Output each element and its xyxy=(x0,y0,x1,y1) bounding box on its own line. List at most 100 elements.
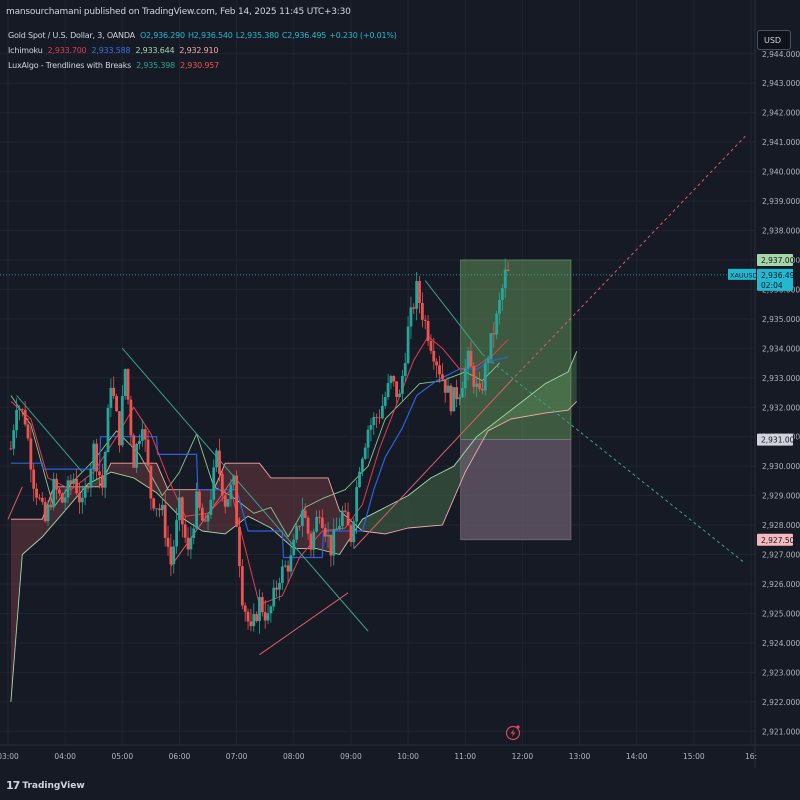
candle-down xyxy=(472,366,476,387)
candle-up xyxy=(366,429,370,448)
candle-up xyxy=(209,499,213,515)
price-labels: 2,937.000 2,931.000 2,927.500 XAUUSD 2,936.4… xyxy=(728,253,799,546)
ohlc-high: H2,936.540 xyxy=(187,31,233,40)
candle-down xyxy=(418,281,421,303)
ichimoku-span-a-value: 2,933.644 xyxy=(135,46,175,55)
price-tick-label: 2,940.000 xyxy=(762,168,800,177)
luxalgo-lower-value: 2,930.957 xyxy=(180,61,219,70)
candle-up xyxy=(123,369,127,397)
candle-down xyxy=(35,488,38,498)
candle-up xyxy=(498,299,501,314)
candle-down xyxy=(349,525,353,543)
price-tick-label: 2,934.000 xyxy=(762,344,800,353)
candle-down xyxy=(492,333,496,335)
candle-down xyxy=(346,511,350,526)
ichimoku-legend[interactable]: Ichimoku 2,933.700 2,933.588 2,933.644 2,932… xyxy=(8,46,223,55)
candle-up xyxy=(380,405,384,419)
time-tick-label: 15:00 xyxy=(683,752,705,761)
candle-down xyxy=(423,319,427,321)
symbol-legend[interactable]: Gold Spot / U.S. Dollar, 3, OANDA O2,936.… xyxy=(8,31,402,40)
candle-up xyxy=(503,269,507,289)
trendlines xyxy=(7,135,746,656)
candle-down xyxy=(220,473,224,496)
price-axis: 2,921.000 2,922.000 2,923.000 2,924.000 2,92… xyxy=(762,50,800,736)
candle-up xyxy=(369,425,373,430)
candle-down xyxy=(69,480,73,484)
candle-up xyxy=(403,363,407,376)
luxalgo-upper-value: 2,935.398 xyxy=(136,61,176,70)
candle-down xyxy=(426,320,430,342)
candle-up xyxy=(72,478,76,484)
time-tick-label: 11:00 xyxy=(454,752,476,761)
price-tick-label: 2,921.000 xyxy=(762,727,800,736)
tradingview-mark-icon: 17 xyxy=(6,779,20,792)
candle-up xyxy=(295,525,299,540)
ichimoku-tenkan-value: 2,933.700 xyxy=(47,46,87,55)
candle-down xyxy=(432,350,436,362)
candle-up xyxy=(272,587,276,607)
candle-down xyxy=(392,376,396,382)
current-price-bg xyxy=(757,268,793,291)
candle-up xyxy=(495,313,499,335)
candle-up xyxy=(389,376,393,384)
current-price-label: 2,936.495 xyxy=(761,271,799,280)
price-tick-label: 2,935.000 xyxy=(762,315,800,324)
candle-down xyxy=(286,565,290,572)
candle-down xyxy=(320,517,324,528)
target-price-label-bg xyxy=(757,253,793,266)
price-tick-label: 2,943.000 xyxy=(762,79,800,88)
candle-up xyxy=(400,375,404,394)
candle-up xyxy=(406,326,410,364)
indicator-lines xyxy=(0,274,755,702)
tradingview-logo[interactable]: 17 TradingView xyxy=(6,779,85,792)
candle-down xyxy=(306,517,310,534)
flash-bolt-icon xyxy=(510,729,516,737)
candle-down xyxy=(115,396,118,412)
trendline-resistance xyxy=(482,353,746,564)
trendline-support xyxy=(259,592,349,656)
candle-down xyxy=(200,507,204,521)
ichimoku-span-b-value: 2,932.910 xyxy=(179,46,219,55)
candle-up xyxy=(89,469,93,488)
currency-button[interactable]: USD xyxy=(757,30,791,50)
price-tick-label: 2,929.000 xyxy=(762,492,800,501)
flash-event-icon xyxy=(505,725,521,741)
price-tick-label: 2,941.000 xyxy=(762,138,800,147)
candle-down xyxy=(246,611,250,622)
candle-up xyxy=(415,281,419,309)
candle-up xyxy=(326,534,330,537)
time-tick-label: 05:00 xyxy=(111,752,133,761)
candle-down xyxy=(298,525,301,527)
candle-down xyxy=(112,387,116,397)
footer-bar xyxy=(0,768,800,800)
stop-zone xyxy=(460,439,572,541)
candle-down xyxy=(375,416,379,418)
candle-up xyxy=(360,458,364,472)
ohlc-open: O2,936.290 xyxy=(139,31,185,40)
candle-up xyxy=(500,288,504,300)
candle-up xyxy=(335,529,339,531)
luxalgo-legend[interactable]: LuxAlgo - Trendlines with Breaks 2,935.39… xyxy=(8,61,224,70)
candle-down xyxy=(243,605,247,612)
candle-down xyxy=(183,524,187,538)
candle-up xyxy=(140,429,144,441)
candle-down xyxy=(126,369,130,400)
time-tick-label: 09:00 xyxy=(340,752,362,761)
trendline-resistance xyxy=(121,348,369,632)
candle-down xyxy=(158,508,161,511)
candle-up xyxy=(363,447,367,459)
price-tick-label: 2,930.000 xyxy=(762,462,800,471)
symbol-tag: XAUUSD xyxy=(730,271,758,279)
misc-icons xyxy=(505,725,521,741)
cloud-bearish xyxy=(106,463,359,555)
candle-up xyxy=(189,538,193,550)
candle-down xyxy=(98,471,101,476)
candle-down xyxy=(75,478,78,494)
publisher-line: mansourchamani published on TradingView.… xyxy=(6,7,351,17)
candle-down xyxy=(23,409,27,425)
candle-up xyxy=(178,497,181,521)
price-tick-label: 2,933.000 xyxy=(762,374,800,383)
grid xyxy=(0,0,800,768)
candle-up xyxy=(192,528,196,539)
